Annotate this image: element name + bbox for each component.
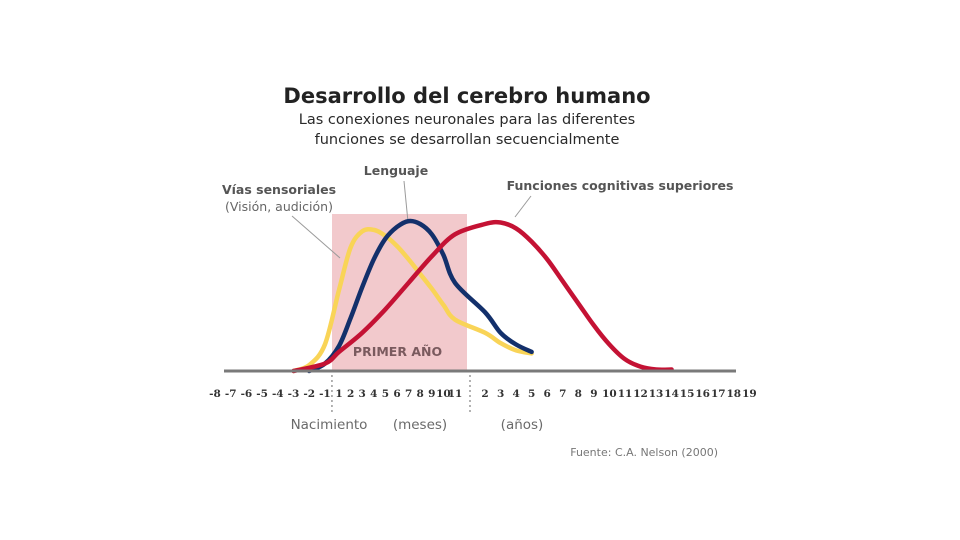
leader-line-cognitive [514,195,532,218]
x-tick-month: 6 [393,388,400,400]
x-tick-year: 3 [497,388,504,400]
x-tick-year: 9 [590,388,597,400]
x-tick-year: 16 [695,388,710,400]
x-tick-prenatal: -6 [241,388,253,400]
x-tick-prenatal: -7 [225,388,237,400]
x-tick-month: 4 [370,388,377,400]
series-label-sensory: Vías sensoriales [222,182,336,197]
x-tick-year: 19 [742,388,757,400]
x-tick-year: 5 [528,388,535,400]
series-line-language [306,218,534,374]
x-tick-year: 15 [680,388,695,400]
x-tick-year: 4 [512,388,519,400]
x-tick-year: 14 [664,388,679,400]
leader-line-sensory [291,215,341,259]
x-tick-prenatal: -3 [288,388,300,400]
x-tick-year: 10 [602,388,617,400]
x-tick-prenatal: -2 [303,388,315,400]
x-tick-year: 11 [618,388,633,400]
x-tick-year: 12 [633,388,648,400]
series-label-language: Lenguaje [364,163,428,178]
chart-subtitle-line-1: Las conexiones neuronales para las difer… [299,112,635,128]
x-tick-month: 10 [436,388,451,400]
x-tick-month: 8 [417,388,424,400]
leader-line-language [403,180,409,223]
x-tick-year: 6 [544,388,551,400]
series-sublabel-sensory: (Visión, audición) [225,199,333,214]
chart-title: Desarrollo del cerebro humano [283,84,650,108]
x-tick-month: 11 [448,388,463,400]
first-year-label: PRIMER AÑO [353,344,442,359]
x-tick-year: 2 [481,388,488,400]
series-line-cognitive [291,219,674,374]
x-tick-year: 13 [649,388,664,400]
chart-subtitle-line-2: funciones se desarrollan secuencialmente [315,132,620,148]
x-tick-month: 1 [335,388,342,400]
x-tick-month: 9 [428,388,435,400]
birth-label: Nacimiento [291,417,368,433]
x-tick-prenatal: -1 [319,388,331,400]
years-label: (años) [501,417,544,433]
x-tick-year: 18 [726,388,741,400]
x-tick-year: 17 [711,388,726,400]
x-tick-year: 8 [575,388,582,400]
series-line-sensory [291,226,534,374]
x-tick-year: 7 [559,388,566,400]
series-label-cognitive: Funciones cognitivas superiores [507,178,734,193]
x-tick-prenatal: -8 [209,388,221,400]
source-note: Fuente: C.A. Nelson (2000) [570,446,718,459]
x-tick-month: 7 [405,388,412,400]
x-tick-prenatal: -4 [272,388,284,400]
x-tick-prenatal: -5 [256,388,268,400]
x-tick-month: 5 [382,388,389,400]
x-tick-month: 3 [359,388,366,400]
months-label: (meses) [393,417,447,433]
x-tick-month: 2 [347,388,354,400]
